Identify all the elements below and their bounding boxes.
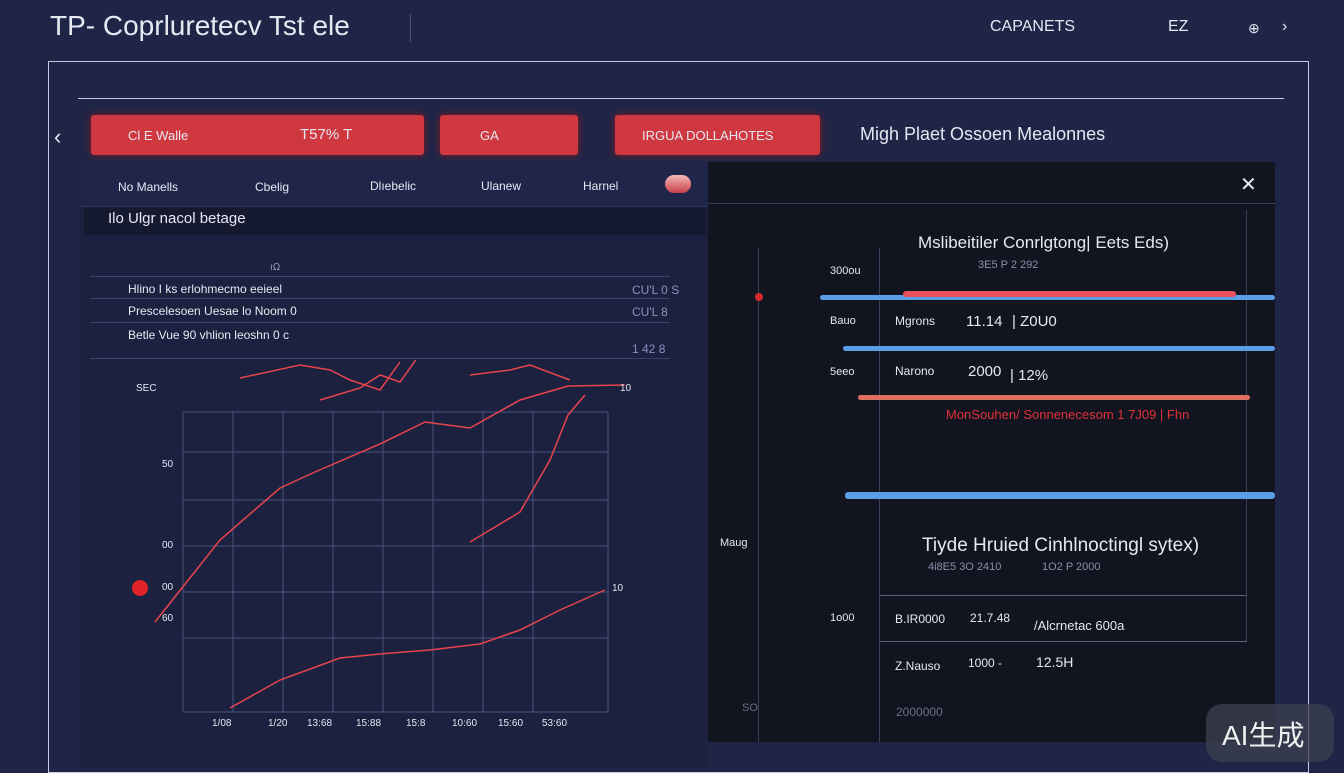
row-label: Hlino I ks erlohmecmo eeieel [128, 282, 283, 296]
section-heading: Migh Plaet Ossoen Mealonnes [860, 124, 1106, 144]
rule [758, 248, 759, 742]
y-label: 00 [162, 582, 174, 593]
row-cell: 11.14 [966, 313, 1003, 330]
toolbar-item[interactable]: EZ [1168, 18, 1189, 35]
rule [879, 595, 1247, 596]
row-cell: | Z0U0 [1012, 313, 1057, 330]
button-label: GA [480, 128, 499, 143]
end-label: 10 [620, 383, 632, 394]
table-cell: Z.Nauso [895, 659, 941, 673]
avatar[interactable] [665, 175, 691, 193]
section-subtitle: 4i8E5 3O 2410 [928, 561, 1002, 573]
watermark-badge [1206, 704, 1334, 762]
panel-subtitle: Ilo Ulgr nacol betage [108, 210, 246, 227]
x-label: 53:60 [542, 718, 568, 729]
progress-bar [845, 492, 1275, 499]
trend-lines [154, 360, 626, 709]
table-cell: 12.5H [1036, 654, 1074, 670]
app-title: TP- Coprluretecv Tst ele [50, 10, 350, 41]
status-dot [755, 293, 763, 301]
progress-bar [903, 291, 1236, 297]
side-label: SO [742, 702, 758, 714]
y-label: SEC [136, 383, 157, 394]
row-cell: | 12% [1010, 367, 1049, 384]
side-label: Maug [720, 537, 748, 549]
x-label: 15:60 [498, 718, 524, 729]
x-label: 15:88 [356, 718, 382, 729]
progress-bar [843, 346, 1275, 351]
rule [78, 98, 1284, 99]
right-panel [708, 162, 1275, 742]
x-label: 10:60 [452, 718, 478, 729]
action-button[interactable] [615, 115, 820, 155]
action-button[interactable] [440, 115, 578, 155]
toolbar-item[interactable]: ⊕ [1248, 20, 1260, 36]
side-label: 5eeo [830, 366, 855, 378]
x-label: 13:68 [307, 718, 333, 729]
tab-bar [80, 162, 708, 207]
row-label: Betle Vue 90 vhlion leoshn 0 c [128, 328, 289, 342]
table-cell: 21.7.48 [970, 611, 1011, 625]
y-label: 60 [162, 613, 174, 624]
button-label: IRGUA DOLLAHOTES [642, 128, 774, 143]
y-label: 00 [162, 540, 174, 551]
section-title: Tiyde Hruied Cinhlnoctingl sytex) [922, 535, 1200, 556]
table-cell: 1000 - [968, 656, 1003, 670]
panel-title: Mslibeitiler Conrlgtong| Eets Eds) [918, 233, 1170, 252]
next-arrow[interactable]: › [1282, 18, 1288, 35]
end-label: 10 [612, 583, 624, 594]
grid [182, 411, 609, 713]
section-subtitle: 1O2 P 2000 [1042, 561, 1101, 573]
row-cell: 2000 [968, 363, 1002, 380]
line-chart [132, 360, 626, 713]
panel-subtitle: 3E5 P 2 292 [978, 259, 1039, 271]
row-label: Prescelesoen Uesae lo Noom 0 [128, 304, 297, 318]
side-label: 1o00 [830, 612, 855, 624]
rule [90, 276, 670, 277]
close-button[interactable]: ✕ [1240, 174, 1257, 196]
button-label: Cl E Walle [128, 128, 189, 143]
progress-bar [858, 395, 1250, 400]
rule [90, 298, 670, 299]
rule [90, 358, 670, 359]
rule [1246, 210, 1247, 642]
status-dot [132, 580, 148, 596]
row-cell: Narono [895, 364, 935, 378]
row-cell: Mgrons [895, 314, 936, 328]
row-value: CU'L 8 [632, 305, 668, 319]
progress-bar [820, 295, 1275, 300]
button-label: T57% T [300, 126, 353, 143]
alert-text: MonSouhen/ Sonnenecesom 1 7J09 | Fhn [946, 407, 1190, 422]
table-cell: /Alcrnetac 600a [1034, 618, 1125, 633]
rule [879, 641, 1247, 642]
divider [410, 14, 411, 42]
side-label: 300ou [830, 265, 861, 277]
back-arrow[interactable]: ‹ [54, 124, 62, 149]
tab[interactable]: Harnel [583, 179, 619, 193]
y-label: 50 [162, 459, 174, 470]
table-cell: B.IR0000 [895, 612, 946, 626]
tab[interactable]: Dlıebelic [370, 179, 417, 193]
action-button[interactable] [91, 115, 424, 155]
toolbar-item[interactable]: CAPANETS [990, 18, 1076, 35]
subtitle-bar [84, 207, 706, 235]
side-label: Bauo [830, 315, 856, 327]
rule [708, 203, 1275, 204]
row-value: CU'L 0 S [632, 283, 680, 297]
x-label: 15:8 [406, 718, 426, 729]
x-label: 1/20 [268, 718, 288, 729]
tab[interactable]: No Manells [118, 180, 179, 194]
tab[interactable]: Cbelig [255, 180, 290, 194]
tab[interactable]: Ulanew [481, 179, 522, 193]
watermark: AI生成 [1222, 720, 1305, 751]
x-label: 1/08 [212, 718, 232, 729]
left-panel [80, 162, 708, 768]
table-cell: 2000000 [896, 705, 943, 719]
row-value: 1 42 8 [632, 342, 666, 356]
marker: ıΩ [270, 262, 281, 273]
rule [90, 322, 670, 323]
